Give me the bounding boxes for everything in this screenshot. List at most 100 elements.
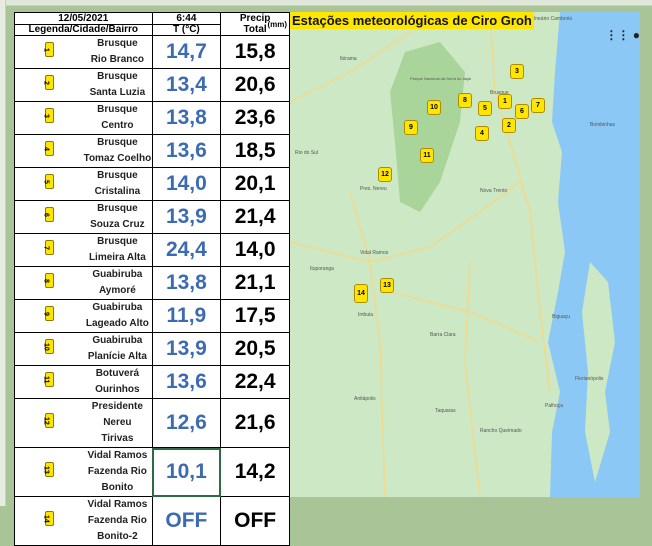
station-row: 3 Brusque Centro 13,8 23,6 (14, 101, 290, 135)
station-row: 9 Guabiruba Lageado Alto 11,9 17,5 (14, 299, 290, 333)
station-marker-11[interactable]: 11 (420, 148, 434, 163)
precipitation-cell[interactable]: OFF (220, 496, 290, 546)
station-marker-8[interactable]: 8 (458, 93, 472, 108)
city-name: Brusque (97, 104, 138, 115)
station-number-badge: 1 (43, 42, 54, 57)
precipitation-cell[interactable]: 22,4 (220, 365, 290, 399)
station-name-cell[interactable]: Presidente Nereu Tirivas (83, 398, 153, 448)
temperature-cell[interactable]: OFF (151, 496, 222, 546)
station-marker-1[interactable]: 1 (498, 94, 512, 109)
precipitation-cell[interactable]: 23,6 (220, 101, 290, 135)
station-name-cell[interactable]: Botuverá Ourinhos (83, 365, 153, 399)
place-label: Balneário Camboriú (528, 16, 572, 22)
station-name-cell[interactable]: Brusque Cristalina (83, 167, 153, 201)
station-number-badge: 3 (43, 108, 54, 123)
bairro-name: Rio Branco (90, 54, 145, 65)
precipitation-cell[interactable]: 18,5 (220, 134, 290, 168)
place-label: Palhoça (545, 403, 563, 409)
precipitation-cell[interactable]: 20,6 (220, 68, 290, 102)
precipitation-cell[interactable]: 21,1 (220, 266, 290, 300)
place-label: Brusque (490, 90, 509, 96)
temperature-cell[interactable]: 13,9 (151, 200, 222, 234)
precipitation-cell[interactable]: 14,0 (220, 233, 290, 267)
temperature-cell[interactable]: 12,6 (151, 398, 222, 448)
city-name: Vidal Ramos (87, 499, 148, 510)
station-number-cell: 3 (14, 101, 84, 135)
station-name-cell[interactable]: Brusque Tomaz Coelho (83, 134, 153, 168)
temperature-cell[interactable]: 13,6 (151, 365, 222, 399)
place-label: Ibirama (340, 56, 357, 62)
precipitation-cell[interactable]: 17,5 (220, 299, 290, 333)
station-marker-2[interactable]: 2 (502, 118, 516, 133)
station-row: 6 Brusque Souza Cruz 13,9 21,4 (14, 200, 290, 234)
station-name-cell[interactable]: Brusque Santa Luzia (83, 68, 153, 102)
place-label: Taquaras (435, 408, 456, 414)
station-number-cell: 2 (14, 68, 84, 102)
precipitation-cell[interactable]: 20,5 (220, 332, 290, 366)
map-background: Balneário Camboriú Brusque Bombinhas Par… (290, 12, 640, 497)
station-number-cell: 10 (14, 332, 84, 366)
temperature-cell[interactable]: 13,4 (151, 68, 222, 102)
station-marker-10[interactable]: 10 (427, 100, 441, 115)
station-number-badge: 5 (43, 174, 54, 189)
park-area (390, 42, 465, 212)
station-marker-7[interactable]: 7 (531, 98, 545, 113)
temperature-cell[interactable]: 13,8 (151, 266, 222, 300)
station-name-cell[interactable]: Guabiruba Aymoré (83, 266, 153, 300)
station-name-cell[interactable]: Brusque Limeira Alta (83, 233, 153, 267)
city-name: Brusque (97, 137, 138, 148)
station-marker-5[interactable]: 5 (478, 101, 492, 116)
precipitation-cell[interactable]: 21,4 (220, 200, 290, 234)
station-name-cell[interactable]: Brusque Souza Cruz (83, 200, 153, 234)
temperature-cell[interactable]: 10,1 (151, 447, 222, 497)
temperature-cell[interactable]: 13,9 (151, 332, 222, 366)
precipitation-cell[interactable]: 14,2 (220, 447, 290, 497)
station-row: 5 Brusque Cristalina 14,0 20,1 (14, 167, 290, 201)
station-row: 12 Presidente Nereu Tirivas 12,6 21,6 (14, 398, 290, 448)
station-marker-14[interactable]: 14 (354, 284, 368, 303)
station-number-cell: 12 (14, 398, 84, 448)
station-number-cell: 5 (14, 167, 84, 201)
station-row: 1 Brusque Rio Branco 14,7 15,8 (14, 35, 290, 69)
station-name-cell[interactable]: Brusque Rio Branco (83, 35, 153, 69)
station-marker-13[interactable]: 13 (380, 278, 394, 293)
temperature-cell[interactable]: 13,6 (151, 134, 222, 168)
station-row: 14 Vidal Ramos Fazenda Rio Bonito-2 OFF O… (14, 496, 290, 546)
bairro-name: Fazenda Rio Bonito (87, 466, 147, 493)
bairro-name: Tomaz Coelho (83, 153, 152, 164)
precipitation-cell[interactable]: 20,1 (220, 167, 290, 201)
station-number-cell: 1 (14, 35, 84, 69)
station-number-cell: 9 (14, 299, 84, 333)
map[interactable]: Balneário Camboriú Brusque Bombinhas Par… (290, 12, 640, 497)
precipitation-cell[interactable]: 15,8 (220, 35, 290, 69)
station-name-cell[interactable]: Brusque Centro (83, 101, 153, 135)
station-name-cell[interactable]: Vidal Ramos Fazenda Rio Bonito (83, 447, 153, 497)
temperature-cell[interactable]: 11,9 (151, 299, 222, 333)
city-name: Guabiruba (92, 269, 143, 280)
station-number-badge: 14 (43, 511, 54, 526)
precip-header: Precip Total (mm) (220, 12, 290, 36)
station-name-cell[interactable]: Vidal Ramos Fazenda Rio Bonito-2 (83, 496, 153, 546)
station-name-cell[interactable]: Guabiruba Planície Alta (83, 332, 153, 366)
city-name: Guabiruba (92, 302, 143, 313)
place-label: Nova Trento (480, 188, 507, 194)
apps-grid-icon[interactable]: ⋮⋮ ● (605, 28, 640, 42)
station-marker-6[interactable]: 6 (515, 104, 529, 119)
station-number-cell: 4 (14, 134, 84, 168)
station-marker-12[interactable]: 12 (378, 167, 392, 182)
place-label: Vidal Ramos (360, 250, 389, 256)
station-marker-9[interactable]: 9 (404, 120, 418, 135)
city-name: Brusque (97, 170, 138, 181)
island (582, 262, 615, 482)
station-row: 2 Brusque Santa Luzia 13,4 20,6 (14, 68, 290, 102)
station-marker-3[interactable]: 3 (510, 64, 524, 79)
precipitation-cell[interactable]: 21,6 (220, 398, 290, 448)
temperature-cell[interactable]: 14,0 (151, 167, 222, 201)
place-label: Rancho Queimado (480, 428, 522, 434)
station-name-cell[interactable]: Guabiruba Lageado Alto (83, 299, 153, 333)
temperature-cell[interactable]: 14,7 (151, 35, 222, 69)
city-name: Vidal Ramos (87, 450, 148, 461)
temperature-cell[interactable]: 24,4 (151, 233, 222, 267)
station-marker-4[interactable]: 4 (475, 126, 489, 141)
temperature-cell[interactable]: 13,8 (151, 101, 222, 135)
